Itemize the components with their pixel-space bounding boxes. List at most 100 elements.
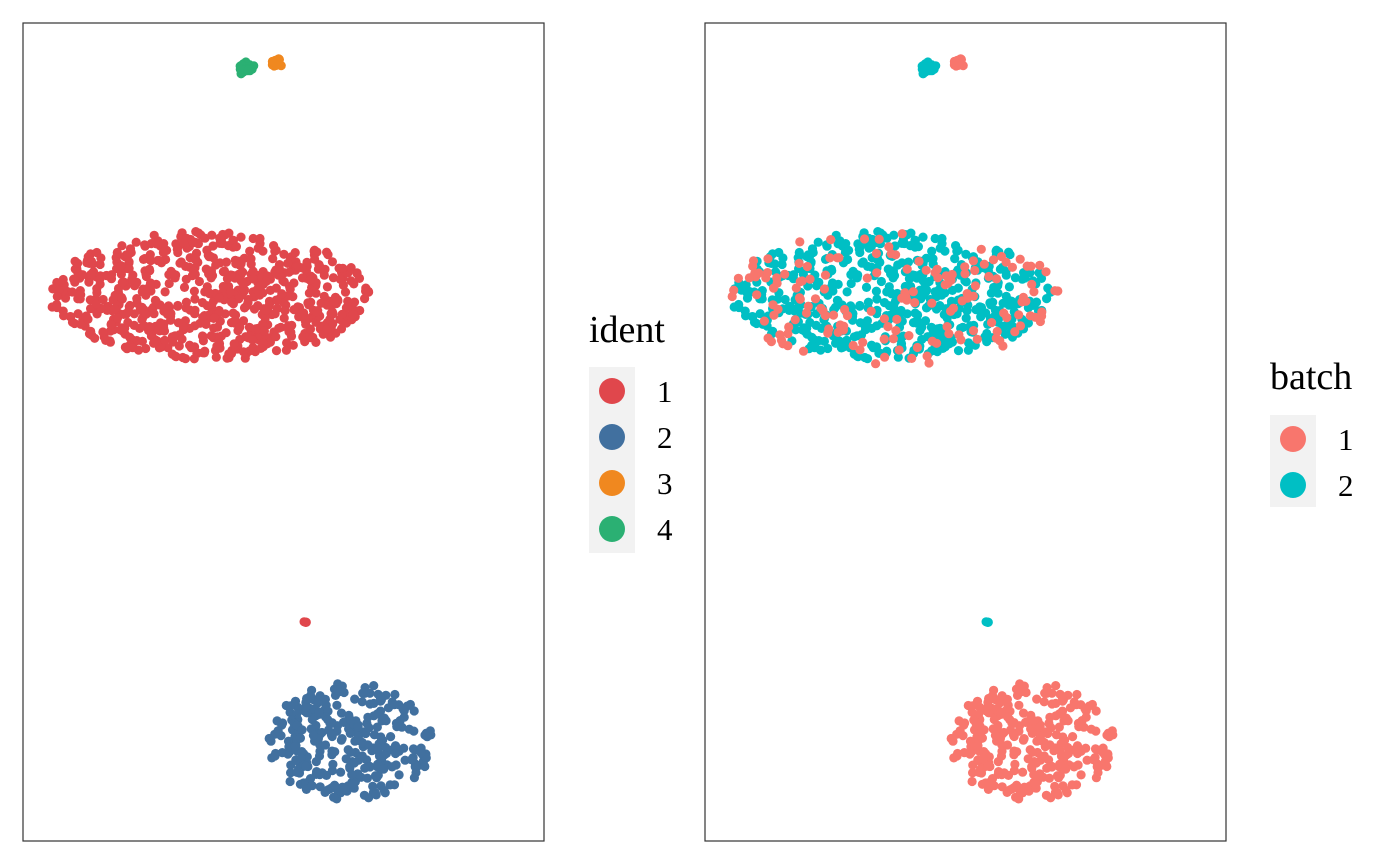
point-group-2 [295, 733, 305, 743]
point-group-1 [58, 274, 68, 285]
point-group-1 [1053, 286, 1063, 296]
point-group-1 [328, 319, 338, 329]
point-group-1 [1037, 311, 1047, 321]
point-group-1 [118, 326, 128, 336]
point-group-1 [802, 261, 813, 272]
point-group-1 [271, 346, 282, 356]
point-group-1 [286, 331, 297, 341]
legend-key-4 [599, 516, 625, 542]
point-group-1 [1022, 784, 1032, 795]
point-group-1 [783, 329, 793, 339]
point-group-2 [1043, 283, 1053, 293]
point-group-1 [149, 230, 159, 240]
point-group-1 [970, 281, 981, 291]
point-group-1 [1023, 754, 1033, 764]
point-group-1 [247, 335, 258, 345]
point-group-1 [1017, 297, 1027, 307]
point-group-1 [957, 296, 967, 306]
point-group-1 [798, 346, 809, 356]
point-group-1 [992, 326, 1002, 337]
point-group-2 [928, 254, 938, 264]
point-group-1 [979, 725, 989, 735]
point-group-1 [155, 318, 166, 328]
point-group-1 [922, 351, 932, 361]
point-group-1 [977, 733, 988, 743]
point-group-2 [863, 297, 874, 307]
point-group-1 [146, 239, 156, 249]
point-group-1 [270, 309, 280, 319]
point-group-1 [150, 295, 160, 305]
point-group-2 [387, 762, 397, 772]
point-group-1 [960, 262, 970, 272]
point-group-1 [967, 701, 978, 711]
point-group-2 [958, 322, 968, 332]
point-group-1 [1090, 744, 1101, 754]
point-group-1 [284, 267, 294, 277]
point-group-1 [234, 294, 244, 304]
legend-batch: batch 12 [1270, 356, 1354, 507]
point-group-1 [319, 291, 329, 301]
point-group-1 [173, 301, 183, 311]
point-group-1 [924, 358, 934, 368]
point-group-1 [215, 233, 225, 243]
point-group-1 [293, 261, 303, 271]
point-group-1 [112, 313, 123, 323]
point-group-2 [315, 746, 325, 756]
point-group-1 [236, 232, 246, 242]
point-group-1 [219, 266, 230, 276]
point-group-1 [794, 293, 805, 303]
point-group-2 [390, 748, 401, 759]
point-group-2 [778, 253, 788, 263]
point-group-2 [290, 741, 300, 751]
point-group-1 [221, 328, 231, 338]
point-group-2 [1031, 297, 1042, 307]
point-group-2 [379, 785, 389, 795]
point-group-1 [174, 341, 184, 351]
point-group-1 [86, 256, 97, 266]
point-group-2 [307, 781, 317, 791]
point-group-2 [780, 294, 790, 305]
point-group-2 [315, 691, 325, 701]
point-group-2 [332, 685, 342, 695]
point-group-1 [360, 294, 370, 304]
point-group-1 [842, 311, 853, 321]
point-group-2 [390, 689, 400, 700]
point-group-2 [986, 288, 997, 298]
point-group-1 [328, 273, 338, 283]
point-group-1 [1018, 708, 1029, 718]
point-group-1 [98, 294, 108, 305]
point-group-2 [918, 232, 928, 242]
point-group-2 [1042, 294, 1052, 304]
point-group-1 [762, 268, 773, 278]
point-group-1 [946, 733, 956, 744]
point-group-1 [173, 318, 183, 328]
point-group-1 [979, 259, 989, 269]
point-group-1 [255, 290, 265, 300]
point-group-1 [191, 227, 201, 237]
point-group-2 [327, 730, 337, 740]
point-group-1 [1028, 715, 1038, 725]
point-group-1 [52, 302, 62, 313]
point-group-1 [744, 273, 755, 283]
point-group-1 [752, 290, 762, 300]
point-group-1 [249, 274, 259, 284]
point-group-1 [198, 312, 208, 322]
point-group-2 [420, 761, 430, 772]
point-group-2 [308, 730, 318, 741]
point-group-2 [811, 320, 821, 330]
point-group-1 [759, 316, 770, 326]
point-group-2 [369, 711, 379, 721]
point-group-2 [373, 746, 383, 756]
point-group-1 [225, 287, 235, 297]
point-group-1 [866, 306, 876, 316]
point-group-1 [224, 349, 234, 359]
point-group-2 [947, 285, 958, 295]
point-group-1 [1044, 773, 1054, 783]
point-group-1 [1014, 700, 1024, 710]
point-group-1 [1012, 780, 1022, 790]
point-group-1 [279, 313, 289, 323]
point-group-2 [389, 700, 399, 710]
point-group-1 [338, 263, 348, 273]
point-group-1 [1081, 743, 1091, 753]
point-group-1 [891, 326, 901, 336]
